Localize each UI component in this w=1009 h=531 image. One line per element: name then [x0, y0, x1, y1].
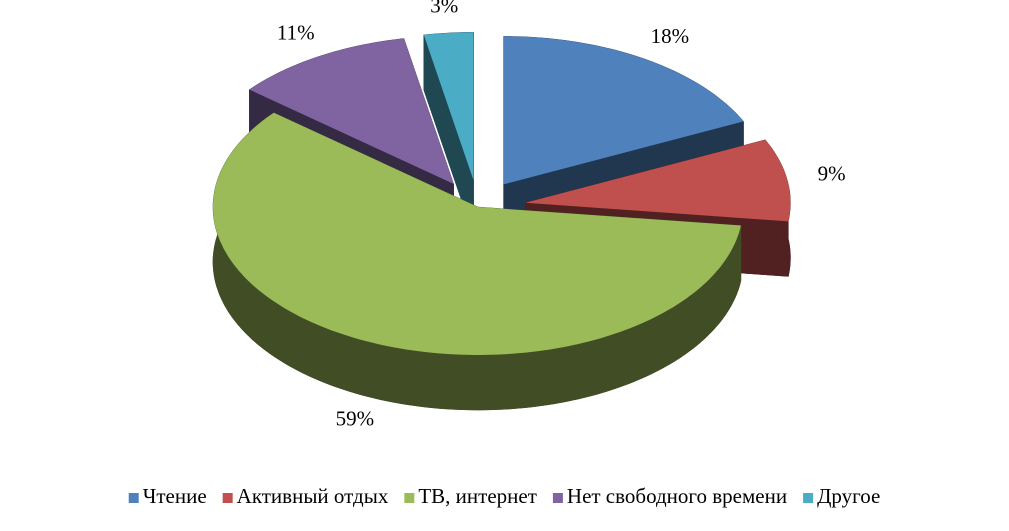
- data-label: 18%: [651, 24, 690, 48]
- data-labels: 18% 9% 59% 11% 3%: [277, 0, 846, 431]
- legend-label: Активный отдых: [237, 484, 389, 508]
- legend-swatch: [222, 493, 233, 503]
- legend-swatch: [404, 493, 415, 503]
- legend-item: Нет свободного времени: [552, 484, 787, 508]
- legend-item: Активный отдых: [222, 484, 389, 508]
- data-label: 11%: [277, 21, 315, 45]
- legend-item: Чтение: [128, 484, 207, 508]
- legend-item: ТВ, интернет: [404, 484, 537, 508]
- slice-top: [503, 36, 744, 185]
- data-label: 59%: [336, 407, 375, 431]
- legend-swatch: [128, 493, 139, 503]
- legend-label: Чтение: [143, 484, 207, 508]
- legend: Чтение Активный отдых ТВ, интернет Нет своб…: [128, 484, 880, 508]
- legend-swatch: [552, 493, 563, 503]
- legend-label: Нет свободного времени: [567, 484, 787, 508]
- data-label: 9%: [818, 162, 846, 186]
- data-label: 3%: [430, 0, 458, 18]
- slice-top: [249, 38, 454, 184]
- pie: [212, 32, 791, 411]
- legend-label: Другое: [817, 484, 880, 508]
- slice-top: [423, 32, 474, 181]
- legend-item: Другое: [803, 484, 880, 508]
- slice-top: [213, 112, 741, 355]
- legend-swatch: [803, 493, 814, 503]
- slice-top: [525, 139, 791, 222]
- legend-label: ТВ, интернет: [418, 484, 537, 508]
